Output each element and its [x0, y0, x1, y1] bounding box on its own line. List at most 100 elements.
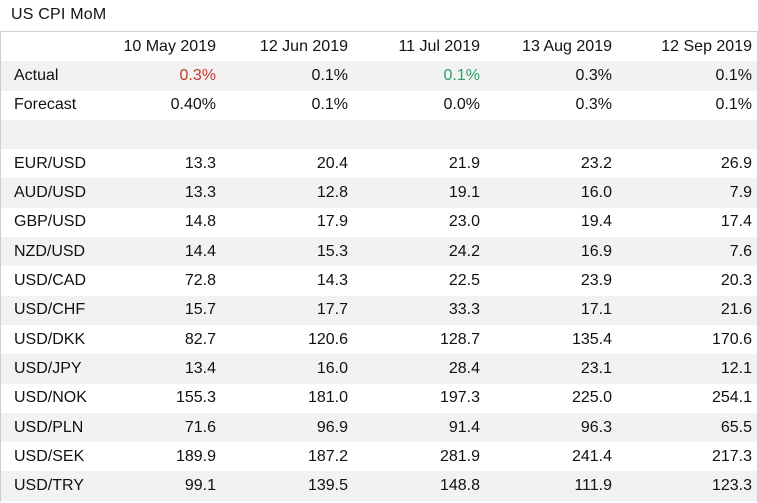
- header-cell: 10 May 2019: [123, 37, 216, 55]
- pair-value: 14.4: [97, 237, 221, 267]
- table-row: AUD/USD 13.3 12.8 19.1 16.0 7.9: [1, 178, 757, 208]
- pair-value: 15.3: [221, 237, 353, 267]
- pair-value: 13.4: [97, 354, 221, 384]
- pair-value: 13.3: [184, 154, 216, 172]
- table-row: GBP/USD 14.8 17.9 23.0 19.4 17.4: [1, 208, 757, 237]
- pair-value: 91.4: [353, 412, 485, 443]
- actual-value: 0.1%: [617, 61, 757, 91]
- pair-value: 12.1: [617, 354, 757, 384]
- pair-value: 225.0: [571, 389, 612, 407]
- pair-value: 21.6: [617, 295, 757, 325]
- table-row: USD/CHF 15.7 17.7 33.3 17.1 21.6: [1, 295, 757, 325]
- pair-value: 281.9: [439, 447, 480, 465]
- pair-value: 155.3: [175, 389, 216, 407]
- pair-value: 16.0: [221, 354, 353, 384]
- actual-row: Actual 0.3% 0.1% 0.1% 0.3% 0.1%: [1, 61, 757, 91]
- pair-value: 170.6: [711, 330, 752, 348]
- pair-value: 17.7: [221, 295, 353, 325]
- pair-value: 187.2: [307, 447, 348, 465]
- pair-value: 254.1: [711, 389, 752, 407]
- pair-value: 72.8: [184, 272, 216, 290]
- table-row: NZD/USD 14.4 15.3 24.2 16.9 7.6: [1, 237, 757, 267]
- table-row: USD/SEK 189.9 187.2 281.9 241.4 217.3: [1, 442, 757, 471]
- header-cell: 13 Aug 2019: [522, 37, 612, 55]
- pair-label: USD/PLN: [1, 412, 97, 443]
- pair-value: 148.8: [353, 471, 485, 501]
- pair-value: 23.1: [485, 354, 617, 384]
- pair-value: 16.0: [485, 178, 617, 208]
- pair-value: 197.3: [439, 389, 480, 407]
- pair-label: USD/TRY: [1, 471, 97, 501]
- pair-value: 26.9: [720, 154, 752, 172]
- pair-value: 7.9: [617, 178, 757, 208]
- pair-value: 23.0: [448, 213, 480, 231]
- pair-label: EUR/USD: [14, 154, 87, 172]
- forecast-value: 0.0%: [443, 96, 480, 114]
- table-row: USD/PLN 71.6 96.9 91.4 96.3 65.5: [1, 412, 757, 443]
- pair-value: 19.1: [353, 178, 485, 208]
- pair-value: 12.8: [221, 178, 353, 208]
- pair-value: 23.2: [580, 154, 612, 172]
- pair-value: 28.4: [353, 354, 485, 384]
- header-cell: 11 Jul 2019: [398, 37, 480, 55]
- table-title: US CPI MoM: [11, 6, 107, 23]
- pair-value: 135.4: [571, 330, 612, 348]
- pair-value: 111.9: [485, 471, 617, 501]
- pair-label: AUD/USD: [1, 178, 97, 208]
- pair-label: USD/SEK: [14, 447, 85, 465]
- row-label: Actual: [1, 61, 97, 91]
- header-cell: 12 Jun 2019: [259, 37, 348, 55]
- pair-value: 23.9: [580, 272, 612, 290]
- table-row: USD/NOK 155.3 181.0 197.3 225.0 254.1: [1, 384, 757, 413]
- pair-value: 19.4: [580, 213, 612, 231]
- pair-value: 71.6: [97, 412, 221, 443]
- forecast-value: 0.40%: [170, 96, 216, 114]
- pair-value: 181.0: [307, 389, 348, 407]
- row-label: Forecast: [14, 96, 77, 114]
- spacer-row: [1, 119, 757, 150]
- header-row: 10 May 2019 12 Jun 2019 11 Jul 2019 13 A…: [1, 32, 757, 61]
- pair-label: USD/CAD: [14, 272, 87, 290]
- pair-value: 7.6: [617, 237, 757, 267]
- pair-value: 17.4: [720, 213, 752, 231]
- pair-value: 17.1: [485, 295, 617, 325]
- forecast-value: 0.1%: [715, 96, 752, 114]
- pair-value: 217.3: [711, 447, 752, 465]
- forecast-value: 0.3%: [575, 96, 612, 114]
- pair-label: USD/CHF: [1, 295, 97, 325]
- pair-value: 96.9: [221, 412, 353, 443]
- forecast-value: 0.1%: [311, 96, 348, 114]
- pair-label: GBP/USD: [14, 213, 87, 231]
- pair-value: 13.3: [97, 178, 221, 208]
- table-row: USD/CAD 72.8 14.3 22.5 23.9 20.3: [1, 266, 757, 295]
- pair-value: 139.5: [221, 471, 353, 501]
- pair-value: 16.9: [485, 237, 617, 267]
- pair-value: 241.4: [571, 447, 612, 465]
- pair-value: 65.5: [617, 412, 757, 443]
- header-cell: 12 Sep 2019: [661, 37, 752, 55]
- header-cell: [1, 32, 97, 61]
- pair-value: 82.7: [184, 330, 216, 348]
- table-row: USD/DKK 82.7 120.6 128.7 135.4 170.6: [1, 325, 757, 354]
- pair-value: 14.8: [184, 213, 216, 231]
- pair-rows: EUR/USD 13.3 20.4 21.9 23.2 26.9 AUD/USD 13.3 12…: [1, 149, 757, 501]
- pair-label: USD/DKK: [14, 330, 86, 348]
- forecast-row: Forecast 0.40% 0.1% 0.0% 0.3% 0.1%: [1, 91, 757, 120]
- table-row: EUR/USD 13.3 20.4 21.9 23.2 26.9: [1, 149, 757, 178]
- pair-value: 14.3: [316, 272, 348, 290]
- table-row: USD/JPY 13.4 16.0 28.4 23.1 12.1: [1, 354, 757, 384]
- pair-value: 128.7: [439, 330, 480, 348]
- cpi-table: 10 May 2019 12 Jun 2019 11 Jul 2019 13 A…: [1, 32, 757, 501]
- pair-value: 189.9: [175, 447, 216, 465]
- table-row: USD/TRY 99.1 139.5 148.8 111.9 123.3: [1, 471, 757, 501]
- actual-value: 0.3%: [97, 61, 221, 91]
- pair-value: 96.3: [485, 412, 617, 443]
- pair-value: 123.3: [617, 471, 757, 501]
- data-table-container: 10 May 2019 12 Jun 2019 11 Jul 2019 13 A…: [0, 31, 758, 502]
- pair-value: 15.7: [97, 295, 221, 325]
- pair-value: 20.4: [316, 154, 348, 172]
- actual-value: 0.1%: [353, 61, 485, 91]
- pair-value: 17.9: [316, 213, 348, 231]
- pair-label: NZD/USD: [1, 237, 97, 267]
- pair-value: 20.3: [720, 272, 752, 290]
